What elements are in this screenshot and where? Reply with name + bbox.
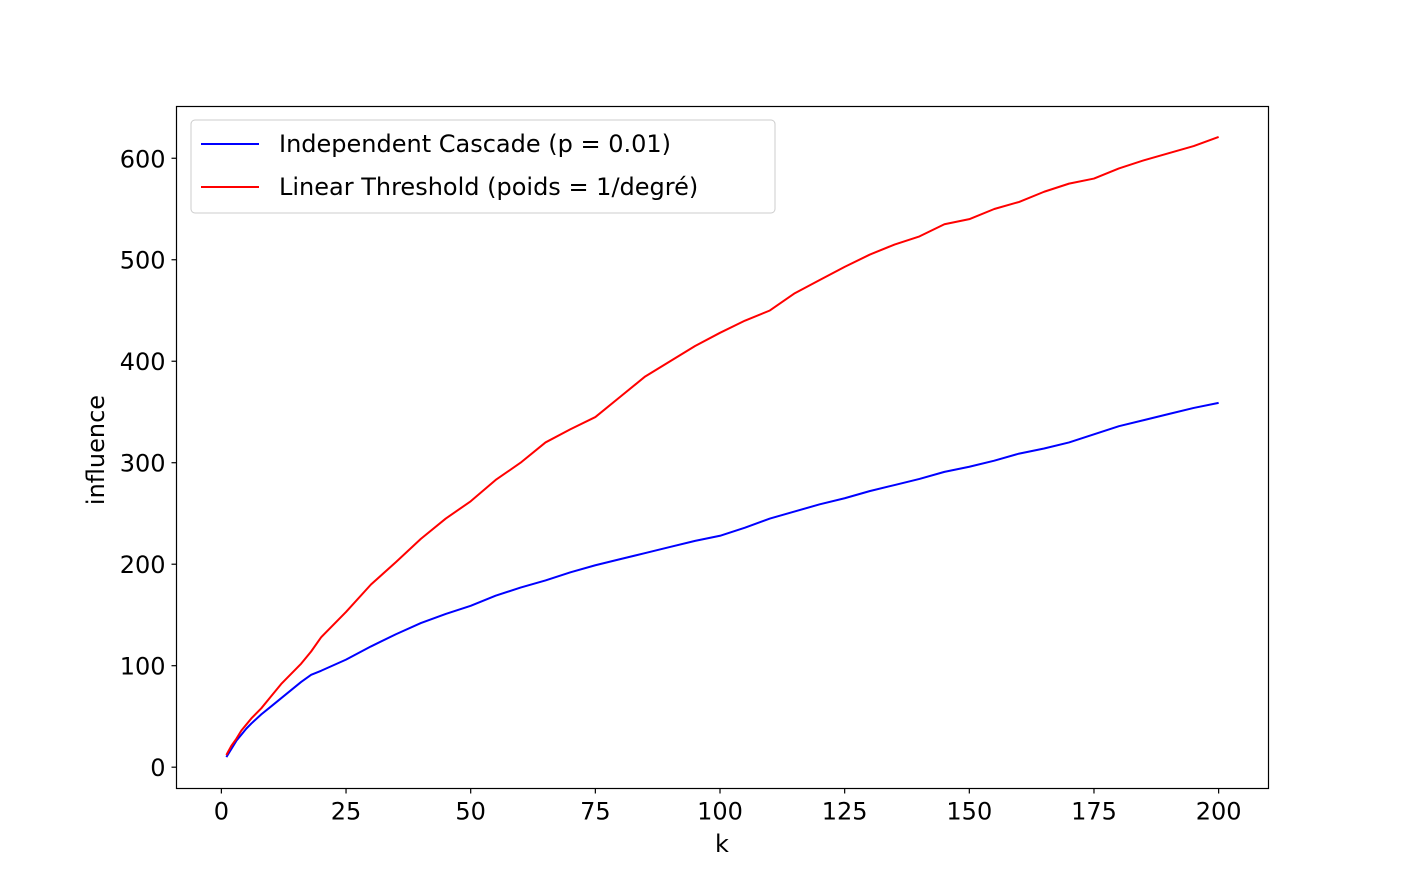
x-tick-label: 200 bbox=[1196, 798, 1242, 826]
independent-cascade-line bbox=[225, 401, 1219, 758]
y-tick-label: 0 bbox=[150, 754, 165, 782]
y-tick-label: 600 bbox=[120, 145, 166, 173]
x-axis-label: k bbox=[715, 830, 729, 858]
plot-area bbox=[176, 106, 1269, 789]
x-tick-label: 25 bbox=[331, 798, 362, 826]
legend-entry-linear-threshold: Linear Threshold (poids = 1/degré) bbox=[279, 173, 698, 201]
y-tick-label: 100 bbox=[120, 653, 166, 681]
y-tick-label: 200 bbox=[120, 551, 166, 579]
y-tick-label: 300 bbox=[120, 450, 166, 478]
linear-threshold-line bbox=[225, 136, 1219, 756]
y-tick-label: 500 bbox=[120, 247, 166, 275]
legend-entry-independent-cascade: Independent Cascade (p = 0.01) bbox=[279, 130, 671, 158]
x-tick-label: 150 bbox=[946, 798, 992, 826]
x-axis: 0 25 50 75 100 125 150 175 200 bbox=[214, 788, 1242, 826]
legend: Independent Cascade (p = 0.01) Linear Th… bbox=[190, 119, 776, 214]
x-tick-label: 75 bbox=[580, 798, 611, 826]
y-axis: 0 100 200 300 400 500 600 bbox=[120, 145, 177, 782]
x-tick-label: 0 bbox=[214, 798, 229, 826]
legend-box bbox=[190, 119, 776, 214]
x-tick-label: 50 bbox=[455, 798, 486, 826]
series-layer bbox=[225, 136, 1219, 758]
y-axis-label: influence bbox=[82, 395, 110, 505]
x-tick-label: 100 bbox=[697, 798, 743, 826]
x-tick-label: 175 bbox=[1071, 798, 1117, 826]
x-tick-label: 125 bbox=[822, 798, 868, 826]
y-tick-label: 400 bbox=[120, 348, 166, 376]
plot-frame bbox=[175, 105, 1270, 790]
